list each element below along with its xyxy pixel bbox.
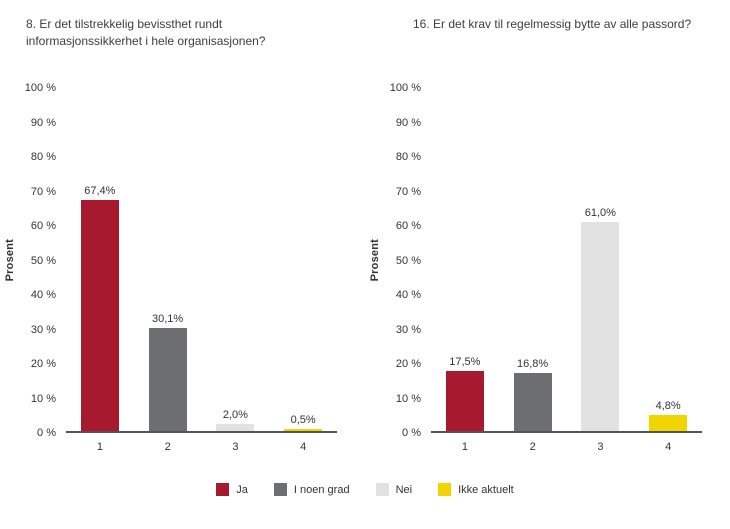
bar	[445, 370, 484, 431]
plot-area: 67,4% 30,1% 2,0% 0,5%	[66, 88, 337, 433]
bar-value-label: 0,5%	[290, 414, 316, 427]
bar-value-label: 17,5%	[449, 355, 481, 368]
bar-chart-passwords: 16. Er det krav til regelmessig bytte av…	[365, 0, 730, 453]
bar-group: 17,5%	[431, 88, 499, 431]
bar-value-label: 16,8%	[517, 358, 549, 371]
y-tick-label: 90 %	[395, 116, 421, 129]
bar-group: 16,8%	[499, 88, 567, 431]
legend: Ja I noen grad Nei Ikke aktuelt	[0, 483, 730, 496]
bar	[513, 373, 552, 431]
y-tick-label: 10 %	[395, 392, 421, 405]
chart-body: Prosent 100 % 90 % 80 % 70 % 60 % 50 % 40 % 30 …	[365, 82, 730, 453]
y-tick-label: 0 %	[37, 427, 56, 439]
y-tick-label: 80 %	[30, 151, 56, 163]
bar-group: 67,4%	[66, 88, 134, 431]
y-tick-label: 50 %	[30, 254, 56, 267]
legend-label: Nei	[395, 483, 413, 496]
bar-group: 4,8%	[634, 88, 702, 431]
y-tick-label: 30 %	[30, 323, 56, 336]
y-tick-label: 30 %	[395, 323, 421, 336]
x-tick-label: 2	[164, 441, 171, 453]
bar	[148, 327, 187, 431]
x-tick-label: 3	[232, 441, 239, 453]
bar	[284, 429, 323, 431]
y-tick-label: 60 %	[30, 220, 56, 232]
y-tick-label: 20 %	[30, 358, 56, 370]
legend-swatch-icon	[438, 483, 452, 496]
y-axis: 100 % 90 % 80 % 70 % 60 % 50 % 40 % 30 % 20 % 10 …	[20, 82, 66, 439]
x-axis: 1 2 3 4	[431, 433, 702, 453]
legend-label: Ikke aktuelt	[458, 483, 514, 496]
legend-item: I noen grad	[273, 483, 350, 496]
legend-item: Nei	[375, 483, 413, 496]
bar-group: 30,1%	[134, 88, 202, 431]
y-tick-label: 100 %	[389, 82, 421, 94]
legend-item: Ja	[216, 483, 248, 496]
x-axis: 1 2 3 4	[66, 433, 337, 453]
y-tick-label: 60 %	[395, 220, 421, 232]
y-tick-label: 70 %	[30, 185, 56, 198]
chart-body: Prosent 100 % 90 % 80 % 70 % 60 % 50 % 40 % 30 …	[0, 82, 365, 453]
legend-swatch-icon	[375, 483, 389, 496]
legend-label: Ja	[236, 483, 248, 496]
y-axis-title-column: Prosent	[365, 88, 385, 433]
x-tick-label: 1	[96, 441, 103, 453]
y-axis-title-column: Prosent	[0, 88, 20, 433]
y-tick-label: 20 %	[395, 358, 421, 370]
x-tick-label: 3	[597, 441, 604, 453]
legend-swatch-icon	[273, 483, 287, 496]
bar-value-label: 61,0%	[584, 206, 616, 219]
y-tick-label: 50 %	[395, 254, 421, 267]
y-axis-title: Prosent	[369, 239, 381, 282]
bar-value-label: 4,8%	[655, 399, 681, 412]
plot-column: 67,4% 30,1% 2,0% 0,5% 1 2 3 4	[66, 88, 337, 453]
y-tick-label: 0 %	[402, 427, 421, 439]
y-tick-label: 70 %	[395, 185, 421, 198]
y-axis-title: Prosent	[4, 239, 16, 282]
bar-chart-awareness: 8. Er det tilstrekkelig bevissthet rundt…	[0, 0, 365, 453]
bar	[581, 221, 620, 431]
x-tick-label: 1	[461, 441, 468, 453]
legend-label: I noen grad	[293, 483, 350, 496]
x-tick-label: 2	[529, 441, 536, 453]
x-tick-label: 4	[300, 441, 307, 453]
bar-value-label: 30,1%	[152, 312, 184, 325]
bar-value-label: 67,4%	[84, 184, 116, 197]
bar-group: 2,0%	[202, 88, 270, 431]
y-axis: 100 % 90 % 80 % 70 % 60 % 50 % 40 % 30 % 20 % 10 …	[385, 82, 431, 439]
y-tick-label: 10 %	[30, 392, 56, 405]
x-tick-label: 4	[665, 441, 672, 453]
legend-swatch-icon	[216, 483, 230, 496]
charts-row: 8. Er det tilstrekkelig bevissthet rundt…	[0, 0, 730, 453]
bar-value-label: 2,0%	[222, 409, 248, 422]
plot-column: 17,5% 16,8% 61,0% 4,8% 1 2 3 4	[431, 88, 702, 453]
y-tick-label: 40 %	[30, 289, 56, 301]
y-tick-label: 90 %	[30, 116, 56, 129]
chart-title: 16. Er det krav til regelmessig bytte av…	[413, 17, 692, 31]
legend-item: Ikke aktuelt	[438, 483, 514, 496]
chart-title: 8. Er det tilstrekkelig bevissthet rundt…	[26, 17, 266, 48]
bar-group: 61,0%	[567, 88, 635, 431]
y-tick-label: 100 %	[24, 82, 56, 94]
bar	[216, 424, 255, 431]
bar	[649, 414, 688, 431]
y-tick-label: 40 %	[395, 289, 421, 301]
bar	[80, 199, 119, 431]
y-tick-label: 80 %	[395, 151, 421, 163]
bar-group: 0,5%	[269, 88, 337, 431]
plot-area: 17,5% 16,8% 61,0% 4,8%	[431, 88, 702, 433]
